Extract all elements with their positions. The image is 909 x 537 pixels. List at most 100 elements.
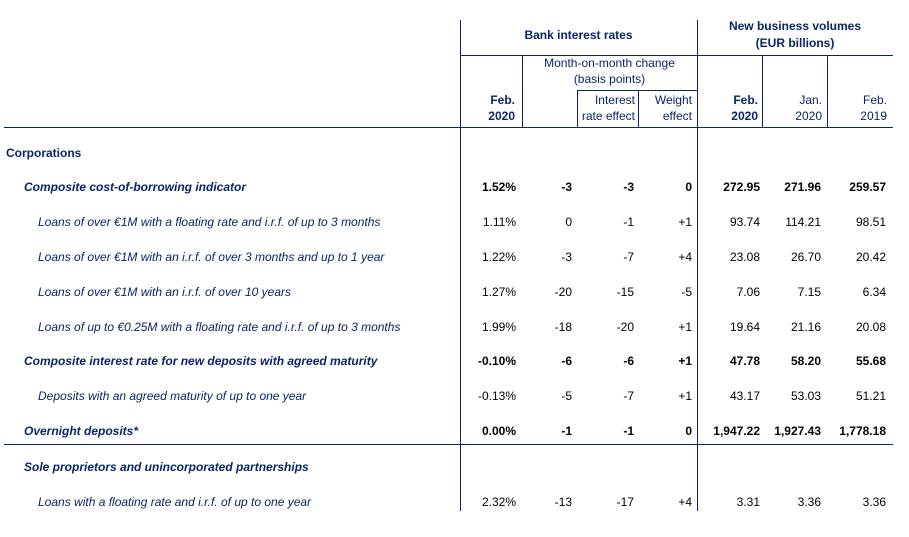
cell-vol-jan-2020: 271.96 bbox=[784, 180, 821, 194]
vrule-vol2-left bbox=[762, 55, 763, 127]
vrule-mom-left bbox=[522, 55, 523, 127]
header-vol2-year: 2020 bbox=[795, 109, 822, 123]
cell-vol-feb-2020: 23.08 bbox=[729, 250, 760, 264]
cell-interest-rate-effect: -1 bbox=[623, 215, 634, 229]
header-vol1-month: Feb. bbox=[733, 93, 758, 107]
cell-vol-jan-2020: 1,927.43 bbox=[774, 424, 821, 438]
row-label: Loans of over €1M with an i.r.f. of over… bbox=[38, 285, 292, 299]
cell-vol-feb-2019: 20.42 bbox=[855, 250, 886, 264]
cell-weight-effect: 0 bbox=[685, 424, 692, 438]
cell-mom: -6 bbox=[561, 354, 572, 368]
row-label: Loans of over €1M with a floating rate a… bbox=[38, 215, 381, 229]
cell-interest-rate-effect: -15 bbox=[616, 285, 634, 299]
cell-rate: -0.10% bbox=[477, 354, 516, 368]
row-label: Loans of over €1M with an i.r.f. of over… bbox=[38, 250, 385, 264]
vrule-vol3-left bbox=[827, 55, 828, 127]
cell-vol-feb-2020: 1,947.22 bbox=[713, 424, 760, 438]
section-label-sole-proprietors: Sole proprietors and unincorporated part… bbox=[24, 460, 309, 474]
cell-mom: -18 bbox=[554, 320, 572, 334]
cell-vol-jan-2020: 58.20 bbox=[790, 354, 821, 368]
cell-weight-effect: +4 bbox=[678, 495, 692, 509]
cell-vol-feb-2019: 98.51 bbox=[855, 215, 886, 229]
row-label: Deposits with an agreed maturity of up t… bbox=[38, 389, 307, 403]
cell-vol-feb-2020: 43.17 bbox=[729, 389, 760, 403]
row-label: Overnight deposits* bbox=[24, 424, 139, 438]
cell-interest-rate-effect: -7 bbox=[623, 389, 634, 403]
vrule-rate-left bbox=[460, 20, 461, 511]
cell-weight-effect: +1 bbox=[678, 215, 692, 229]
vrule-we-left bbox=[638, 90, 639, 127]
cell-interest-rate-effect: -20 bbox=[616, 320, 634, 334]
table-row: Loans with a floating rate and i.r.f. of… bbox=[0, 485, 909, 519]
header-vol2-month: Jan. bbox=[799, 93, 822, 107]
cell-vol-feb-2020: 19.64 bbox=[729, 320, 760, 334]
cell-weight-effect: +4 bbox=[678, 250, 692, 264]
cell-mom: -5 bbox=[561, 389, 572, 403]
header-volumes-unit: (EUR billions) bbox=[755, 36, 835, 50]
cell-weight-effect: 0 bbox=[685, 180, 692, 194]
cell-vol-feb-2019: 3.36 bbox=[862, 495, 886, 509]
cell-vol-feb-2019: 1,778.18 bbox=[839, 424, 886, 438]
cell-rate: 1.11% bbox=[482, 215, 516, 229]
vrule-ire-left bbox=[577, 90, 578, 127]
cell-rate: 0.00% bbox=[481, 424, 516, 438]
cell-interest-rate-effect: -7 bbox=[623, 250, 634, 264]
cell-weight-effect: +1 bbox=[678, 389, 692, 403]
cell-rate: 1.52% bbox=[481, 180, 516, 194]
cell-interest-rate-effect: -1 bbox=[623, 424, 634, 438]
cell-vol-jan-2020: 53.03 bbox=[790, 389, 821, 403]
cell-vol-feb-2019: 20.08 bbox=[855, 320, 886, 334]
cell-vol-feb-2019: 55.68 bbox=[855, 354, 886, 368]
header-weight-effect-2: effect bbox=[662, 109, 692, 123]
header-vol3-year: 2019 bbox=[860, 109, 887, 123]
cell-vol-jan-2020: 26.70 bbox=[790, 250, 821, 264]
cell-mom: -3 bbox=[561, 250, 572, 264]
cell-rate: 2.32% bbox=[481, 495, 516, 509]
row-label: Composite interest rate for new deposits… bbox=[24, 354, 378, 368]
section-row-sole-proprietors: Sole proprietors and unincorporated part… bbox=[0, 450, 909, 484]
row-label: Composite cost-of-borrowing indicator bbox=[24, 180, 246, 194]
cell-rate: 1.99% bbox=[481, 320, 516, 334]
cell-vol-feb-2020: 93.74 bbox=[729, 215, 760, 229]
cell-vol-feb-2019: 6.34 bbox=[862, 285, 886, 299]
cell-mom: -3 bbox=[561, 180, 572, 194]
cell-rate: 1.27% bbox=[481, 285, 516, 299]
cell-weight-effect: -5 bbox=[681, 285, 692, 299]
table-row: Composite interest rate for new deposits… bbox=[0, 344, 909, 378]
cell-mom: -20 bbox=[554, 285, 572, 299]
cell-interest-rate-effect: -17 bbox=[616, 495, 634, 509]
row-label: Loans with a floating rate and i.r.f. of… bbox=[38, 495, 312, 509]
hrule-under-groups bbox=[460, 55, 893, 56]
row-label: Loans of up to €0.25M with a floating ra… bbox=[38, 320, 401, 334]
section-label-corporations: Corporations bbox=[6, 146, 82, 160]
header-vol3-month: Feb. bbox=[862, 93, 887, 107]
header-new-business-volumes: New business volumes bbox=[728, 19, 862, 33]
cell-vol-jan-2020: 7.15 bbox=[797, 285, 821, 299]
cell-vol-feb-2019: 259.57 bbox=[849, 180, 886, 194]
table-row: Loans of over €1M with an i.r.f. of over… bbox=[0, 275, 909, 309]
cell-vol-feb-2019: 51.21 bbox=[855, 389, 886, 403]
cell-vol-jan-2020: 3.36 bbox=[797, 495, 821, 509]
header-interest-rate-effect-1: Interest bbox=[594, 93, 635, 107]
table-row: Loans of up to €0.25M with a floating ra… bbox=[0, 310, 909, 344]
cell-vol-jan-2020: 114.21 bbox=[785, 215, 821, 229]
cell-mom: -1 bbox=[561, 424, 572, 438]
cell-vol-feb-2020: 3.31 bbox=[736, 495, 760, 509]
cell-interest-rate-effect: -3 bbox=[623, 180, 634, 194]
cell-vol-jan-2020: 21.16 bbox=[790, 320, 821, 334]
table-row: Overnight deposits* 0.00% -1 -1 0 1,947.… bbox=[0, 414, 909, 448]
cell-rate: 1.22% bbox=[481, 250, 516, 264]
cell-interest-rate-effect: -6 bbox=[623, 354, 634, 368]
header-rate-month: Feb. bbox=[490, 93, 515, 107]
cell-weight-effect: +1 bbox=[678, 354, 692, 368]
cell-mom: 0 bbox=[565, 215, 572, 229]
table-row: Deposits with an agreed maturity of up t… bbox=[0, 379, 909, 413]
section-row-corporations: Corporations bbox=[0, 136, 909, 170]
header-interest-rate-effect-2: rate effect bbox=[581, 109, 635, 123]
hrule-section-divider bbox=[4, 444, 893, 445]
table-row: Loans of over €1M with a floating rate a… bbox=[0, 205, 909, 239]
cell-weight-effect: +1 bbox=[678, 320, 692, 334]
cell-rate: -0.13% bbox=[477, 389, 516, 403]
header-vol1-year: 2020 bbox=[731, 109, 758, 123]
header-weight-effect-1: Weight bbox=[654, 93, 692, 107]
